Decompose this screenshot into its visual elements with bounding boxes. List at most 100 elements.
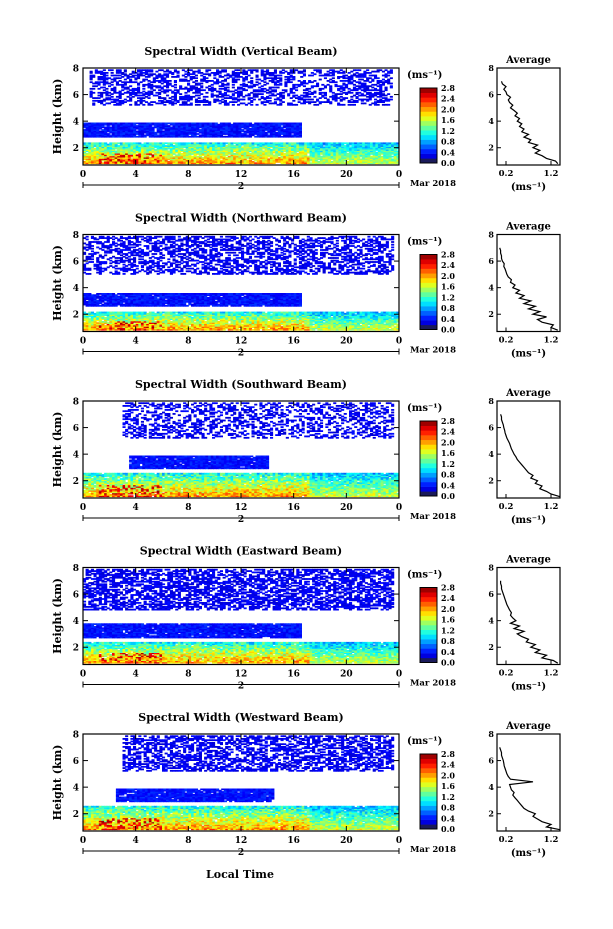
heatmap-cell [371,89,374,91]
heatmap-cell [145,79,148,81]
heatmap-cell [148,83,151,85]
heatmap-cell [205,87,208,89]
heatmap-cell [95,69,98,71]
heatmap-cell [258,79,261,81]
heatmap-cell [387,104,390,106]
heatmap-cell [111,88,114,90]
heatmap-cell [205,73,208,75]
heatmap-cell [129,85,132,87]
heatmap-cell [237,104,240,106]
heatmap-cell [277,87,280,89]
heatmap-cell [250,80,253,82]
heatmap-cell [379,99,382,101]
heatmap-cell [348,72,351,74]
heatmap-cell [124,99,127,101]
heatmap-cell [340,76,343,78]
heatmap-cell [366,69,369,71]
heatmap-cell [319,69,322,71]
heatmap-cell [103,69,106,71]
heatmap-cell [324,92,327,94]
heatmap-cell [350,99,353,101]
heatmap-cell [274,89,277,91]
heatmap-cell [327,84,330,86]
heatmap-cell [124,69,127,71]
heatmap-cell [340,80,343,82]
heatmap-cell [105,72,108,74]
heatmap-cell [116,69,119,71]
heatmap-cell [290,103,293,105]
heatmap-cell [342,104,345,106]
heatmap-cell [308,75,311,77]
heatmap-cell [303,85,306,87]
heatmap-cell [348,100,351,102]
heatmap-cell [219,91,222,93]
heatmap-cell [369,77,372,79]
heatmap-cell [324,73,327,75]
heatmap-cell [387,93,390,95]
heatmap-cell [295,104,298,106]
heatmap-cell [263,104,266,106]
heatmap-cell [390,99,393,101]
heatmap-cell [271,93,274,95]
heatmap-cell [342,83,345,85]
heatmap-cell [256,69,259,71]
heatmap-cell [385,69,388,71]
panels: Spectral Width (Vertical Beam)2468Height… [51,45,560,859]
heatmap-cell [190,69,193,71]
heatmap-cell [142,104,145,106]
heatmap-cell [195,80,198,82]
heatmap-cell [292,84,295,86]
heatmap-cell [124,81,127,83]
heatmap-cell [311,72,314,74]
heatmap-cell [269,87,272,89]
heatmap-cell [221,88,224,90]
heatmap-cell [95,97,98,99]
heatmap-cell [327,99,330,101]
heatmap-cell [132,71,135,73]
heatmap-cell [116,96,119,98]
heatmap-cell [277,97,280,99]
heatmap-cell [109,123,112,125]
heatmap-cell [180,123,183,125]
heatmap-cell [90,91,93,93]
heatmap-cell [379,80,382,82]
heatmap-cell [155,92,158,94]
heatmap-cell [165,123,168,125]
heatmap-cell [177,75,180,77]
heatmap-cell [142,100,145,102]
heatmap-cell [340,69,343,71]
heatmap-cell [340,93,343,95]
heatmap-cell [208,101,211,103]
heatmap-cell [216,99,219,101]
heatmap-cell [153,101,156,103]
heatmap-cell [198,69,201,71]
heatmap-cell [321,84,324,86]
heatmap-cell [190,103,193,105]
heatmap-cell [245,95,248,97]
heatmap-cell [390,69,393,71]
heatmap-cell [363,103,366,105]
heatmap-cell [142,88,145,90]
heatmap-cell [100,92,103,94]
heatmap-cell [163,73,166,75]
heatmap-cell [308,80,311,82]
heatmap-cell [242,83,245,85]
heatmap-cell [295,89,298,91]
heatmap-cell [227,87,230,89]
heatmap-cell [129,104,132,106]
heatmap-cell [284,89,287,91]
heatmap-cell [200,83,203,85]
heatmap-cell [142,91,145,93]
heatmap-cell [292,95,295,97]
heatmap-cell [182,69,185,71]
heatmap-cell [295,69,298,71]
heatmap-cell [111,101,114,103]
heatmap-cell [371,75,374,77]
heatmap-cell [250,77,253,79]
heatmap-cell [256,75,259,77]
heatmap-cell [208,69,211,71]
heatmap-cell [356,92,359,94]
heatmap-cell [324,77,327,79]
heatmap-cell [282,69,285,71]
heatmap-cell [229,101,232,103]
